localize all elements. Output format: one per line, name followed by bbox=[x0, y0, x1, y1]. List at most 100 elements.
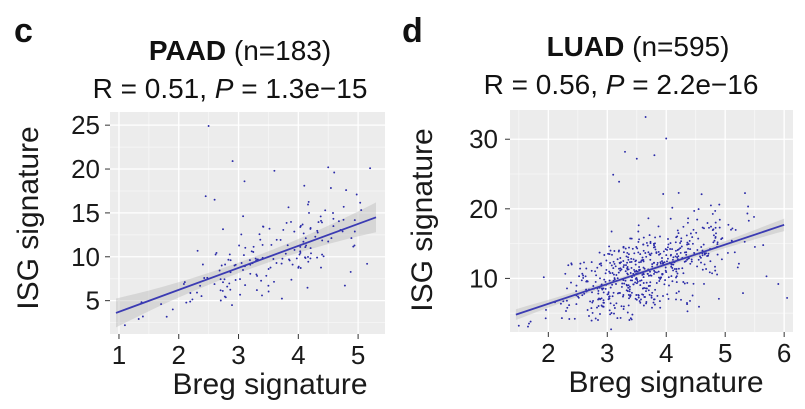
scatter-point bbox=[610, 312, 613, 314]
panel-c-grid bbox=[110, 112, 385, 334]
scatter-point bbox=[650, 296, 653, 299]
scatter-point bbox=[295, 257, 298, 260]
scatter-point bbox=[654, 242, 656, 245]
scatter-point bbox=[636, 280, 639, 283]
scatter-point bbox=[680, 240, 683, 243]
scatter-point bbox=[597, 289, 600, 292]
scatter-point bbox=[645, 290, 647, 293]
panel-d: d LUAD (n=595) R = 0.56, P = 2.2e−16 2 3 4… bbox=[402, 12, 793, 399]
scatter-point bbox=[261, 243, 264, 246]
scatter-point bbox=[223, 278, 226, 281]
scatter-point bbox=[631, 279, 634, 282]
y-tick-label: 10 bbox=[71, 242, 100, 272]
scatter-point bbox=[275, 262, 278, 264]
scatter-point bbox=[657, 250, 660, 253]
scatter-point bbox=[716, 273, 719, 276]
scatter-point bbox=[662, 250, 665, 253]
scatter-point bbox=[307, 260, 310, 263]
scatter-point bbox=[608, 295, 610, 298]
scatter-point bbox=[659, 252, 662, 255]
scatter-point bbox=[653, 244, 655, 247]
scatter-point bbox=[655, 271, 658, 274]
scatter-point bbox=[645, 241, 648, 244]
scatter-point bbox=[636, 279, 639, 281]
scatter-point bbox=[352, 245, 355, 248]
scatter-point bbox=[301, 223, 304, 226]
scatter-point bbox=[617, 250, 620, 253]
scatter-point bbox=[649, 254, 652, 257]
scatter-point bbox=[609, 261, 612, 264]
scatter-point bbox=[589, 300, 592, 303]
scatter-point bbox=[613, 312, 615, 315]
scatter-point bbox=[349, 270, 352, 273]
scatter-point bbox=[627, 268, 630, 271]
scatter-point bbox=[342, 205, 345, 208]
panel-d-y-ticks: 10 20 30 bbox=[469, 124, 510, 293]
scatter-point bbox=[613, 250, 616, 252]
scatter-point bbox=[629, 294, 632, 297]
scatter-point bbox=[564, 272, 567, 275]
scatter-point bbox=[686, 310, 689, 313]
scatter-point bbox=[613, 307, 616, 309]
scatter-point bbox=[220, 264, 223, 267]
scatter-point bbox=[616, 292, 619, 295]
panel-c-y-ticks: 5 10 15 20 25 bbox=[71, 110, 110, 316]
scatter-point bbox=[345, 189, 348, 192]
scatter-point bbox=[647, 217, 650, 220]
scatter-point bbox=[227, 258, 230, 261]
scatter-point bbox=[307, 203, 309, 206]
scatter-point bbox=[683, 282, 686, 285]
scatter-point bbox=[620, 305, 623, 308]
scatter-point bbox=[594, 270, 597, 273]
scatter-point bbox=[609, 272, 612, 275]
scatter-point bbox=[657, 270, 660, 273]
scatter-point bbox=[290, 278, 293, 281]
scatter-point bbox=[635, 246, 638, 248]
panel-d-title: LUAD (n=595) bbox=[547, 31, 730, 62]
scatter-point bbox=[299, 251, 302, 254]
scatter-point bbox=[293, 230, 296, 233]
scatter-point bbox=[609, 286, 612, 289]
scatter-point bbox=[590, 307, 593, 310]
scatter-point bbox=[682, 225, 685, 228]
scatter-point bbox=[568, 318, 571, 320]
scatter-point bbox=[282, 228, 285, 231]
scatter-point bbox=[677, 290, 680, 293]
scatter-point bbox=[570, 262, 573, 265]
scatter-point bbox=[642, 249, 645, 252]
scatter-point bbox=[714, 236, 717, 239]
scatter-point bbox=[308, 211, 310, 214]
scatter-point bbox=[254, 257, 257, 260]
scatter-point bbox=[654, 288, 657, 291]
scatter-point bbox=[624, 279, 627, 282]
scatter-point bbox=[628, 246, 630, 249]
scatter-point bbox=[255, 273, 258, 276]
scatter-point bbox=[332, 217, 335, 220]
panel-d-title-rest: (n=595) bbox=[624, 31, 729, 62]
scatter-point bbox=[675, 275, 678, 278]
scatter-point bbox=[711, 272, 714, 275]
scatter-point bbox=[644, 116, 647, 118]
scatter-point bbox=[267, 268, 270, 270]
scatter-point bbox=[620, 268, 623, 271]
scatter-point bbox=[317, 221, 320, 224]
scatter-point bbox=[625, 255, 628, 258]
scatter-point bbox=[189, 292, 192, 294]
panel-c-plot-area bbox=[110, 112, 385, 334]
scatter-point bbox=[590, 261, 593, 264]
x-tick-label: 2 bbox=[172, 340, 186, 370]
scatter-point bbox=[657, 225, 660, 228]
scatter-point bbox=[642, 304, 645, 307]
x-tick-label: 4 bbox=[659, 338, 673, 368]
scatter-point bbox=[228, 282, 231, 285]
scatter-point bbox=[626, 251, 629, 254]
scatter-point bbox=[280, 297, 283, 300]
scatter-point bbox=[623, 264, 625, 267]
scatter-point bbox=[617, 271, 620, 274]
scatter-point bbox=[316, 231, 319, 234]
scatter-point bbox=[742, 292, 744, 295]
scatter-point bbox=[249, 272, 252, 275]
scatter-point bbox=[699, 256, 702, 259]
scatter-point bbox=[616, 277, 619, 280]
panel-c-x-ticks: 1 2 3 4 5 bbox=[112, 334, 365, 370]
